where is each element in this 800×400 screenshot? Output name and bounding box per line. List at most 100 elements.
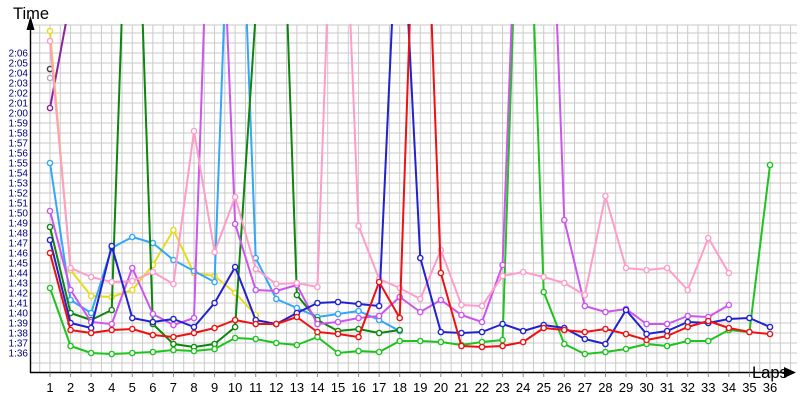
data-point-green — [540, 288, 548, 296]
data-point-orchid — [560, 216, 568, 224]
data-point-green — [622, 345, 630, 353]
x-tick-label: 26 — [557, 380, 571, 395]
x-tick-label: 1 — [46, 380, 53, 395]
tick-labels: 1:361:371:381:391:401:411:421:431:441:45… — [9, 49, 778, 396]
data-point-pink — [704, 234, 712, 242]
data-point-orchid — [355, 314, 362, 322]
data-point-green — [46, 284, 54, 292]
data-point-orchid — [663, 320, 671, 328]
y-tick-label: 2:03 — [9, 79, 29, 90]
data-point-red — [602, 325, 609, 333]
x-tick-label: 29 — [619, 380, 633, 395]
y-tick-label: 1:38 — [9, 329, 29, 340]
y-tick-label: 2:01 — [9, 99, 29, 110]
data-point-blue — [170, 315, 177, 323]
x-tick-label: 12 — [269, 380, 283, 395]
data-point-red — [293, 313, 301, 321]
data-point-darkgreen — [396, 326, 404, 334]
data-point-red — [314, 328, 321, 336]
x-tick-label: 15 — [331, 380, 345, 395]
data-point-orchid — [46, 207, 54, 215]
data-point-darkgreen — [170, 340, 177, 348]
data-point-cyan — [334, 310, 342, 318]
data-point-yellow — [87, 292, 95, 300]
series-line-pink — [49, 24, 730, 307]
data-point-red — [746, 328, 753, 336]
data-point-green — [663, 342, 671, 350]
y-tick-label: 1:51 — [9, 199, 29, 210]
data-point-orchid — [231, 220, 239, 228]
data-point-green — [293, 341, 301, 349]
x-tick-label: 22 — [475, 380, 489, 395]
data-point-pink — [314, 283, 321, 291]
grid-layer — [30, 24, 797, 373]
data-point-orchid — [334, 318, 342, 326]
data-point-pink — [231, 193, 239, 201]
data-point-red — [478, 343, 486, 351]
data-point-orchid — [499, 261, 506, 269]
data-point-red — [663, 332, 671, 340]
data-point-pink — [67, 264, 74, 272]
y-tick-label: 1:56 — [9, 149, 29, 160]
data-point-orchid — [478, 318, 486, 326]
data-point-orchid — [149, 310, 157, 318]
data-point-green — [437, 338, 445, 346]
x-tick-label: 6 — [149, 380, 156, 395]
y-tick-label: 1:39 — [9, 319, 29, 330]
data-point-blue — [355, 300, 362, 308]
x-tick-label: 25 — [536, 380, 550, 395]
data-point-red — [560, 326, 568, 334]
data-point-purple — [68, 0, 73, 1]
data-point-red — [581, 328, 589, 336]
data-point-green — [170, 346, 177, 354]
data-point-orchid — [437, 296, 445, 304]
data-point-red — [622, 330, 630, 338]
data-point-red — [211, 324, 218, 332]
x-tick-label: 34 — [722, 380, 736, 395]
x-tick-label: 17 — [372, 380, 386, 395]
data-point-blue — [643, 330, 650, 338]
data-point-green — [231, 334, 239, 342]
data-point-orchid — [416, 308, 424, 316]
y-axis-arrow — [26, 16, 35, 30]
data-point-blue — [499, 320, 506, 328]
y-tick-label: 1:54 — [9, 169, 29, 180]
x-tick-label: 18 — [392, 380, 406, 395]
data-point-silver — [46, 74, 54, 82]
data-point-orchid — [581, 302, 589, 310]
y-tick-label: 2:02 — [9, 89, 29, 100]
data-point-red — [458, 342, 465, 350]
data-point-pink — [519, 268, 527, 276]
data-point-red — [643, 336, 650, 344]
data-point-green — [149, 348, 157, 356]
data-point-red — [149, 331, 157, 339]
data-point-green — [684, 337, 692, 345]
y-tick-label: 1:45 — [9, 259, 29, 270]
y-tick-label: 1:43 — [9, 279, 29, 290]
data-point-pink — [725, 269, 733, 277]
data-point-pink — [293, 279, 301, 287]
data-point-green — [67, 342, 74, 350]
data-point-orchid — [190, 314, 198, 322]
x-tick-label: 4 — [108, 380, 115, 395]
x-tick-label: 16 — [351, 380, 365, 395]
data-point-red — [190, 329, 198, 337]
data-point-green — [108, 350, 116, 358]
data-point-red — [437, 269, 445, 277]
data-point-darkgreen — [108, 306, 116, 314]
data-point-red — [272, 320, 280, 328]
data-point-pink — [416, 295, 424, 303]
data-point-green — [252, 335, 260, 343]
data-point-cyan — [87, 309, 95, 317]
data-point-darkgreen — [253, 10, 258, 15]
y-tick-label: 1:44 — [9, 269, 29, 280]
data-point-pink — [540, 273, 548, 281]
data-point-blue — [437, 328, 445, 336]
data-point-red — [519, 338, 527, 346]
x-tick-label: 36 — [763, 380, 777, 395]
data-point-darkgreen — [375, 329, 383, 337]
data-point-orchid — [643, 320, 650, 328]
data-point-red — [231, 316, 239, 324]
data-point-orchid — [108, 320, 116, 328]
